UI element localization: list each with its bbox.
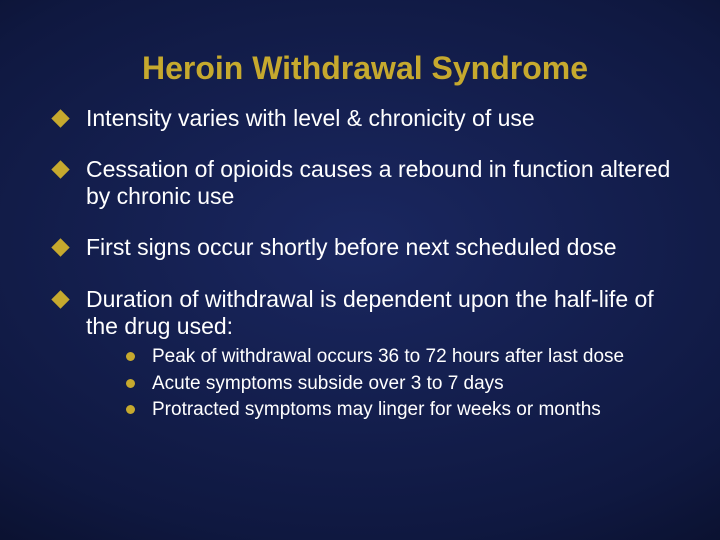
sub-bullet-list: Peak of withdrawal occurs 36 to 72 hours… bbox=[86, 346, 680, 422]
main-bullet-list: Intensity varies with level & chronicity… bbox=[50, 105, 680, 422]
slide-title: Heroin Withdrawal Syndrome bbox=[50, 50, 680, 87]
list-item: Peak of withdrawal occurs 36 to 72 hours… bbox=[148, 346, 680, 369]
list-item: Protracted symptoms may linger for weeks… bbox=[148, 399, 680, 422]
list-item: Intensity varies with level & chronicity… bbox=[80, 105, 680, 132]
slide: Heroin Withdrawal Syndrome Intensity var… bbox=[0, 0, 720, 476]
list-item: First signs occur shortly before next sc… bbox=[80, 234, 680, 261]
list-item: Cessation of opioids causes a rebound in… bbox=[80, 156, 680, 210]
list-item: Acute symptoms subside over 3 to 7 days bbox=[148, 373, 680, 396]
list-item: Duration of withdrawal is dependent upon… bbox=[80, 286, 680, 423]
list-item-text: Duration of withdrawal is dependent upon… bbox=[86, 286, 654, 339]
